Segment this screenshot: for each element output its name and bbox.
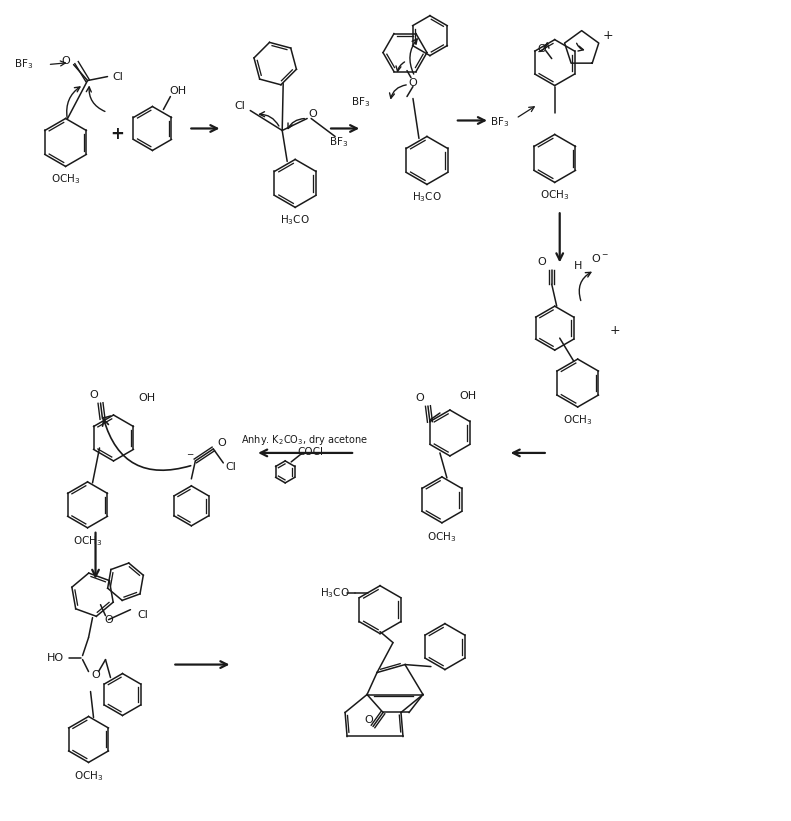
Text: Anhy. K$_2$CO$_3$, dry acetone: Anhy. K$_2$CO$_3$, dry acetone [241,433,369,447]
Text: OH: OH [170,85,187,95]
Text: OCH$_3$: OCH$_3$ [73,534,102,548]
Text: OCH$_3$: OCH$_3$ [74,769,104,783]
Text: Cl: Cl [112,71,123,81]
Text: O: O [308,108,317,118]
Text: $^-$: $^-$ [185,452,195,465]
Text: BF$_3$: BF$_3$ [490,116,509,130]
Text: H$_3$CO: H$_3$CO [320,586,350,599]
Text: Cl: Cl [235,100,246,111]
Text: OCH$_3$: OCH$_3$ [51,172,80,186]
Text: O: O [415,393,424,403]
Text: OH: OH [460,391,476,401]
Text: O: O [537,257,546,268]
Text: BF$_3$: BF$_3$ [330,135,349,149]
Text: BF$_3$: BF$_3$ [14,57,34,71]
Text: Cl: Cl [226,462,237,472]
Text: O: O [365,715,373,726]
Text: OCH$_3$: OCH$_3$ [427,530,456,544]
Text: +: + [609,323,620,337]
Text: O: O [409,77,418,88]
Text: H$_3$CO: H$_3$CO [412,190,442,204]
Text: O: O [89,390,98,400]
Text: BF$_3$: BF$_3$ [350,95,370,109]
Text: HO: HO [47,653,64,663]
Text: O: O [537,44,546,53]
Text: O: O [217,438,225,448]
Text: O$^-$: O$^-$ [591,252,608,264]
Text: H: H [573,261,582,271]
Text: COCl: COCl [297,447,324,457]
Text: OCH$_3$: OCH$_3$ [540,189,570,202]
Text: O: O [104,615,113,625]
Text: O: O [61,56,70,66]
Text: +: + [602,29,613,42]
Text: OH: OH [139,393,156,403]
Text: H$_3$CO: H$_3$CO [280,213,310,227]
Text: +: + [111,126,124,144]
Text: OCH$_3$: OCH$_3$ [563,413,592,427]
Text: Cl: Cl [137,610,148,620]
Text: O: O [91,670,100,680]
